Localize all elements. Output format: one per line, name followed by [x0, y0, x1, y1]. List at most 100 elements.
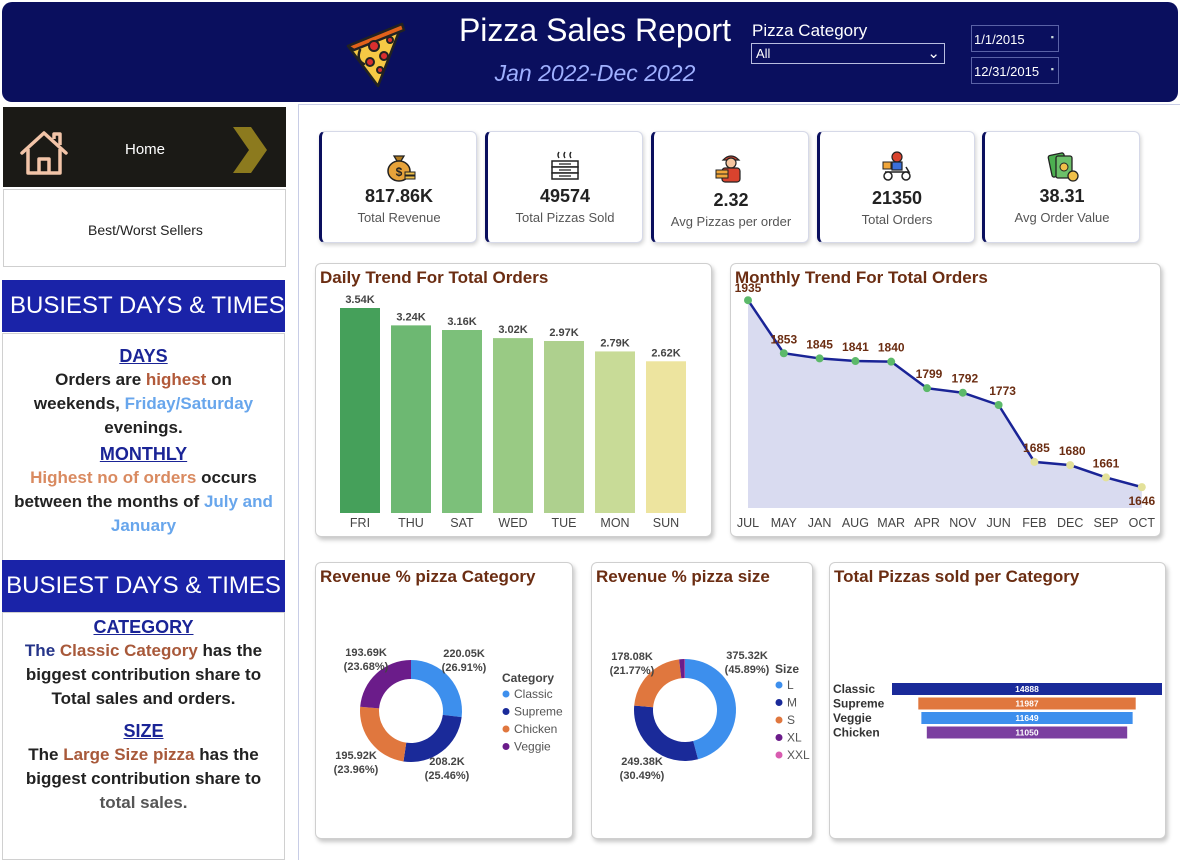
- category-label: Classic: [833, 682, 875, 696]
- kpi-value: 817.86K: [364, 186, 434, 206]
- slice-s: [634, 659, 682, 708]
- legend-label: Supreme: [514, 705, 563, 719]
- pizza-box-icon: [551, 151, 579, 180]
- x-tick-label: MAR: [877, 516, 905, 530]
- home-button[interactable]: Home: [3, 107, 286, 187]
- data-label: 2.97K: [549, 327, 578, 339]
- legend-title: Category: [502, 671, 554, 685]
- bar-sun: [646, 361, 686, 513]
- slice-percent-label: (23.96%): [334, 764, 379, 776]
- home-icon: [20, 131, 68, 175]
- report-title: Pizza Sales Report: [458, 12, 732, 48]
- category-insight-text: The Classic Category has the biggest con…: [3, 639, 284, 711]
- end-date-value: 12/31/2015: [974, 64, 1040, 79]
- legend-label: Chicken: [514, 722, 557, 736]
- end-date-input[interactable]: 12/31/2015 ▪: [971, 57, 1059, 84]
- busiest-category-title: BUSIEST DAYS & TIMES: [6, 572, 281, 599]
- calendar-icon: ▪: [1050, 64, 1054, 74]
- legend-marker: [775, 751, 783, 759]
- days-text: on weekends,: [33, 370, 232, 413]
- x-tick-label: SAT: [450, 516, 474, 530]
- data-point: [744, 296, 752, 305]
- kpi-card-total-revenue: $ 817.86K Total Revenue: [319, 131, 477, 243]
- kpi-value: 2.32: [713, 190, 749, 210]
- pizza-slice-icon: [346, 22, 406, 88]
- slice-percent-label: (25.46%): [425, 770, 470, 782]
- x-tick-label: AUG: [842, 516, 869, 530]
- category-insight-box: CATEGORY The Classic Category has the bi…: [2, 612, 285, 860]
- x-tick-label: FEB: [1022, 516, 1046, 530]
- chevron-down-icon: ⌄: [927, 45, 940, 62]
- category-label: Chicken: [833, 726, 880, 740]
- kpi-label: Avg Order Value: [1014, 210, 1110, 225]
- slice-value-label: 375.32K: [726, 650, 768, 662]
- size-text: has the biggest contribution share to: [25, 745, 262, 788]
- bar-classic: [892, 683, 1162, 695]
- bar-thu: [391, 325, 431, 513]
- legend-title: Size: [775, 662, 799, 676]
- monthly-highlight: Highest no of orders: [30, 468, 197, 487]
- kpi-card-total-orders: 21350 Total Orders: [817, 131, 975, 243]
- data-point: [815, 354, 824, 363]
- data-label: 1841: [842, 340, 869, 354]
- legend-marker: [502, 708, 510, 715]
- home-label: Home: [125, 141, 166, 158]
- x-tick-label: APR: [914, 516, 940, 530]
- kpi-label: Avg Pizzas per order: [670, 214, 792, 229]
- data-label: 3.54K: [345, 294, 374, 306]
- pizzas-per-category-card: Total Pizzas sold per Category 14888 Clas…: [829, 562, 1166, 839]
- chevron-right-icon: [233, 127, 267, 173]
- report-period: Jan 2022-Dec 2022: [494, 60, 696, 86]
- data-label: 1680: [1059, 444, 1086, 458]
- data-label: 1799: [916, 367, 943, 381]
- data-label: 3.02K: [498, 324, 527, 336]
- slice-l: [685, 659, 736, 760]
- x-tick-label: DEC: [1057, 516, 1083, 530]
- data-label: 2.62K: [651, 347, 680, 359]
- slice-value-label: 193.69K: [345, 647, 387, 659]
- slice-value-label: 249.38K: [621, 756, 663, 768]
- legend-label: M: [787, 696, 797, 710]
- category-filter-dropdown[interactable]: All ⌄: [751, 43, 945, 64]
- x-tick-label: WED: [498, 516, 527, 530]
- data-label: 1840: [878, 341, 905, 355]
- bar-wed: [493, 338, 533, 513]
- cash-stack-icon: [1047, 152, 1079, 182]
- slice-chicken: [360, 706, 407, 762]
- revenue-size-title: Revenue % pizza size: [596, 567, 770, 586]
- best-worst-sellers-button[interactable]: Best/Worst Sellers: [3, 189, 286, 267]
- kpi-card-avg-order-value: 38.31 Avg Order Value: [982, 131, 1140, 243]
- data-label: 1792: [951, 372, 978, 386]
- monthly-insight-text: Highest no of orders occurs between the …: [3, 466, 284, 538]
- monthly-trend-card: Monthly Trend For Total Orders 1935 JUL 18…: [730, 263, 1161, 537]
- revenue-category-chart: 220.05K (26.91%) 208.2K (25.46%) 195.92K (23.…: [334, 647, 563, 782]
- data-point: [887, 357, 896, 366]
- daily-trend-title: Daily Trend For Total Orders: [320, 268, 549, 287]
- start-date-input[interactable]: 1/1/2015 ▪: [971, 25, 1059, 52]
- data-label: 1646: [1128, 494, 1155, 508]
- data-label: 3.24K: [396, 311, 425, 323]
- category-filter-label: Pizza Category: [752, 21, 868, 40]
- size-heading: SIZE: [123, 721, 164, 741]
- area-fill: [748, 300, 1142, 508]
- data-label: 1685: [1023, 441, 1050, 455]
- x-tick-label: SUN: [653, 516, 679, 530]
- kpi-label: Total Pizzas Sold: [515, 210, 615, 225]
- monthly-trend-title: Monthly Trend For Total Orders: [735, 268, 988, 287]
- kpi-label: Total Revenue: [357, 210, 441, 225]
- x-tick-label: JUL: [737, 516, 759, 530]
- x-tick-label: MAY: [771, 516, 798, 530]
- revenue-category-card: Revenue % pizza Category 220.05K (26.91%)…: [315, 562, 573, 839]
- busiest-category-header: BUSIEST DAYS & TIMES: [2, 560, 285, 612]
- delivery-scooter-icon: [882, 151, 911, 181]
- slice-classic: [411, 660, 462, 718]
- legend-label: XXL: [787, 748, 810, 762]
- slice-percent-label: (26.91%): [442, 662, 487, 674]
- x-tick-label: SEP: [1093, 516, 1118, 530]
- category-text: has the biggest contribution share to To…: [25, 641, 263, 708]
- data-label: 1845: [806, 337, 833, 351]
- days-highlight: highest: [145, 370, 207, 389]
- legend-label: L: [787, 678, 794, 692]
- bar-mon: [595, 351, 635, 513]
- legend-label: S: [787, 713, 795, 727]
